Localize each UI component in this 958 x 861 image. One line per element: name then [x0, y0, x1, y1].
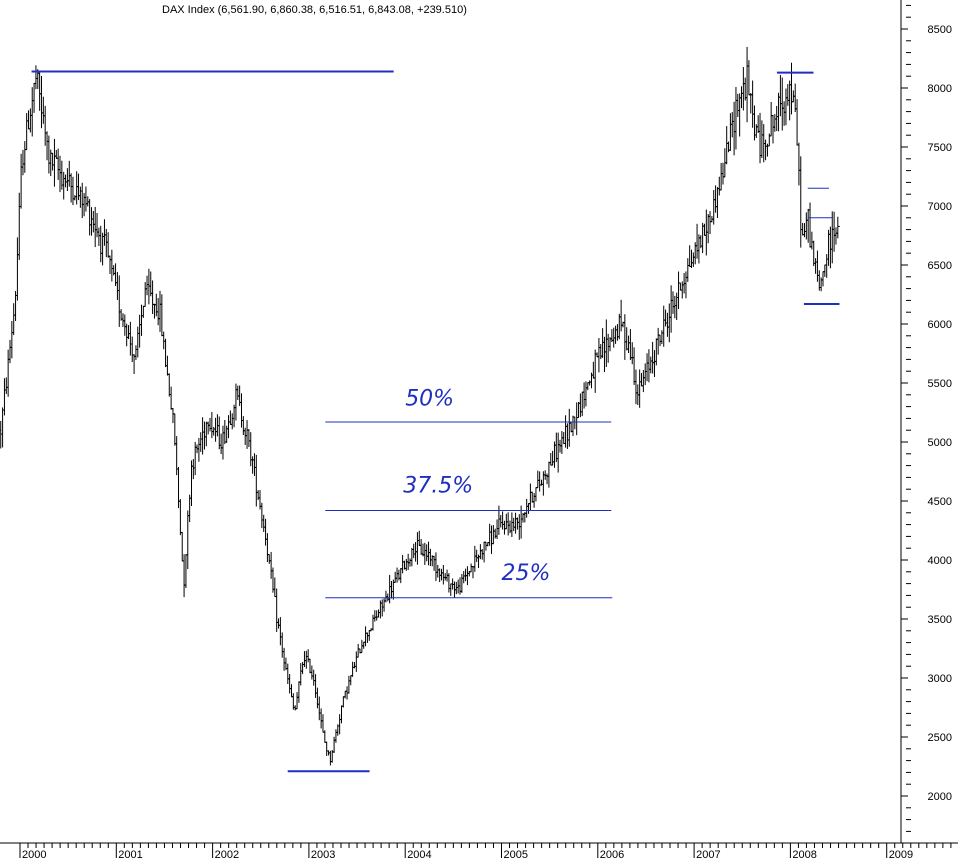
y-tick-label: 8000: [928, 83, 952, 95]
x-tick-label: 2004: [407, 849, 431, 861]
x-tick-label: 2006: [600, 849, 624, 861]
annotation-label: 25%: [502, 561, 551, 586]
annotations: 50% 37.5% 25%: [403, 386, 550, 586]
x-tick-label: 2007: [696, 849, 720, 861]
price-bar: [322, 730, 327, 743]
drawn-lines: [31, 70, 840, 773]
x-tick-label: 2009: [889, 849, 913, 861]
x-tick-label: 2000: [22, 849, 46, 861]
x-axis-ticks: 2000 2001 2002 2003 2004 2005 2006 2007 2008 2009: [19, 843, 952, 861]
y-tick-label: 6000: [928, 319, 952, 331]
y-axis-ticks: 2000 2500 3000 3500 4000 4500 5000 5500 6000 6500…: [901, 4, 952, 832]
price-bars: [0, 46, 840, 766]
y-tick-label: 5500: [928, 378, 952, 390]
y-tick-label: 7500: [928, 142, 952, 154]
annotation-label: 37.5%: [403, 474, 473, 499]
y-tick-label: 6500: [928, 260, 952, 272]
y-tick-label: 4000: [928, 555, 952, 567]
x-tick-label: 2002: [215, 849, 239, 861]
chart-title: DAX Index (6,561.90, 6,860.38, 6,516.51,…: [162, 4, 467, 16]
y-tick-label: 2500: [928, 732, 952, 744]
y-tick-label: 3500: [928, 614, 952, 626]
y-tick-label: 4500: [928, 496, 952, 508]
x-tick-label: 2005: [504, 849, 528, 861]
y-tick-label: 7000: [928, 201, 952, 213]
y-tick-label: 5000: [928, 437, 952, 449]
y-tick-label: 3000: [928, 673, 952, 685]
y-tick-label: 2000: [928, 791, 952, 803]
x-tick-label: 2001: [118, 849, 142, 861]
y-tick-label: 8500: [928, 24, 952, 36]
price-bar: [835, 216, 840, 239]
x-tick-label: 2008: [792, 849, 816, 861]
x-tick-label: 2003: [311, 849, 335, 861]
annotation-label: 50%: [405, 386, 454, 411]
